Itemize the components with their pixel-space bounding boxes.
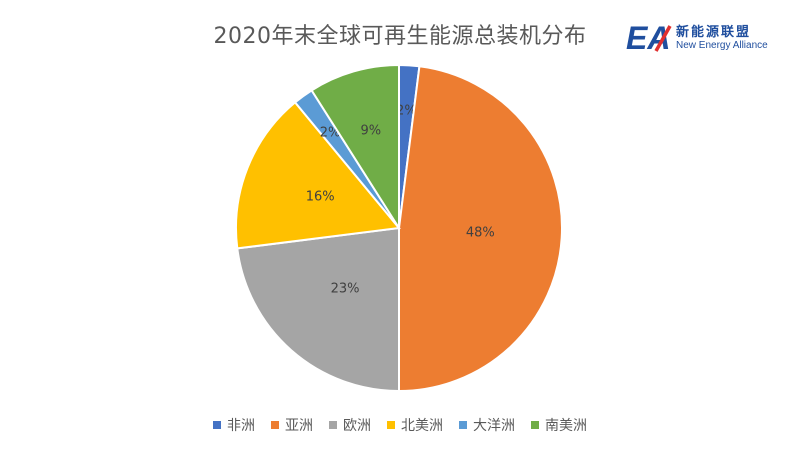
legend-swatch-5 [459,421,467,429]
legend-label-1: 非洲 [227,418,255,434]
legend-label-6: 南美洲 [545,418,587,434]
legend-item-5: 大洋洲 [459,415,515,435]
chart-legend: 非洲 亚洲 欧洲 北美洲 大洋洲 南美洲 [0,415,800,435]
legend-swatch-6 [531,421,539,429]
legend-item-2: 亚洲 [271,415,313,435]
data-label-6: 9% [360,123,381,138]
legend-swatch-4 [387,421,395,429]
legend-label-4: 北美洲 [401,418,443,434]
pie-slice-3 [236,226,400,393]
legend-item-3: 欧洲 [329,415,371,435]
logo-english: New Energy Alliance [676,40,768,51]
legend-item-4: 北美洲 [387,415,443,435]
legend-label-3: 欧洲 [343,418,371,434]
logo-name: 新能源联盟 [676,25,752,40]
pie-slice-2 [398,65,563,393]
data-label-3: 23% [331,282,360,297]
data-label-2: 48% [466,226,495,241]
legend-swatch-2 [271,421,279,429]
pie-slice-6 [310,63,400,232]
pie-slice-4 [235,100,401,250]
data-label-5: 2% [320,126,341,141]
legend-swatch-3 [329,421,337,429]
chart-title: 2020年末全球可再生能源总装机分布 [213,24,587,49]
ea-logo-mark: EA [626,20,672,54]
legend-swatch-1 [213,421,221,429]
legend-item-6: 南美洲 [531,415,587,435]
legend-label-2: 亚洲 [285,418,313,434]
legend-item-1: 非洲 [213,415,255,435]
legend-label-5: 大洋洲 [473,418,515,434]
brand-logo: EA 新能源联盟 New Energy Alliance [626,18,786,58]
data-label-4: 16% [306,189,335,204]
data-label-1: 2% [396,103,417,118]
